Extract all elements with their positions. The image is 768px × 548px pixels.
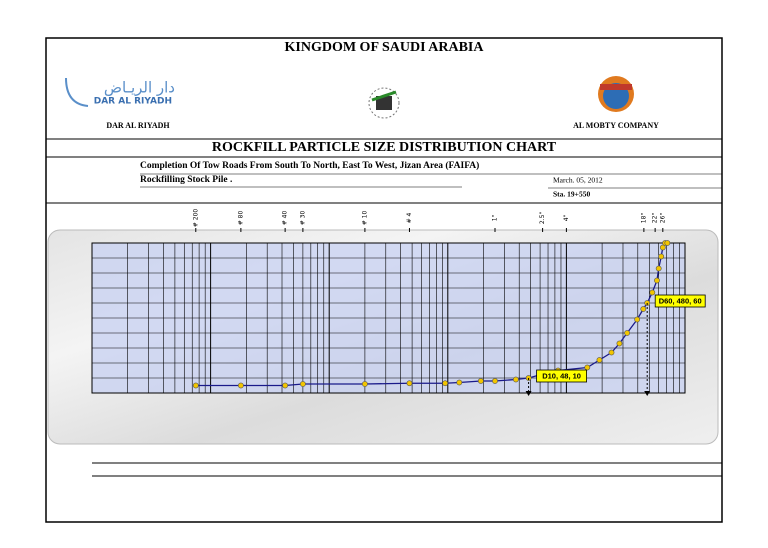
center-emblem [368,87,400,119]
point [442,380,449,387]
point [596,357,603,363]
annotation-arrow [644,391,651,396]
sheet-title: ROCKFILL PARTICLE SIZE DISTRIBUTION CHAR… [212,140,557,155]
x-tick-label: 22" [652,213,659,224]
annotation-label: D10, 48, 10 [542,371,581,380]
point [584,364,591,371]
point [299,381,306,387]
x-tick-label: # 80 [237,211,244,226]
title: KINGDOM OF SAUDI ARABIA [285,40,485,55]
left-logo: دار الريـاض DAR AL RIYADH [65,77,175,107]
point [362,381,368,387]
x-tick-label: # 4 [406,212,413,223]
point [640,306,647,312]
item: Rockfilling Stock Pile . [140,175,232,185]
outer-border [45,37,723,523]
point [616,340,623,347]
annotation-box [536,369,587,383]
x-tick-label: # 200 [192,209,199,228]
point [477,378,484,384]
annotation-label: D60, 480, 60 [659,296,702,305]
x-tick-label: # 40 [282,211,289,226]
point [655,265,662,272]
point [492,378,498,384]
logo-latin: DAR AL RIYADH [94,97,172,107]
plot: # 200 # 80 # 40 # 30 # 10 # 4 1" 2.5" 4" 18" 22" 26… [91,209,706,396]
point [659,244,666,251]
x-tick-label: 1" [491,214,498,221]
x-tick-label: 2.5" [539,212,546,225]
point [654,277,660,284]
point [649,289,656,296]
point [456,379,463,386]
x-tick-label: 26" [659,213,666,224]
point [282,382,289,389]
point [624,330,631,336]
annotation-arrow [525,391,532,396]
point [658,253,665,260]
point [237,382,244,389]
right-logo [598,76,634,112]
x-tick-label: 4" [563,214,570,221]
date: March. 05, 2012 [553,176,603,185]
point [608,349,615,356]
point [664,240,671,246]
station: Sta. 19+550 [553,190,590,199]
left-label: DAR AL RIYADH [106,121,170,130]
logo-arabic: دار الريـاض [104,79,175,97]
point [512,376,519,383]
annotation-box [654,294,706,308]
project: Completion Of Tow Roads From South To No… [140,160,479,171]
x-tick-label: 18" [640,213,647,224]
point [634,316,641,323]
point [192,382,199,389]
x-tick-label: # 30 [299,211,306,226]
x-tick-label: # 10 [361,211,368,226]
right-label: AL MOBTY COMPANY [573,121,659,130]
point [406,380,413,387]
